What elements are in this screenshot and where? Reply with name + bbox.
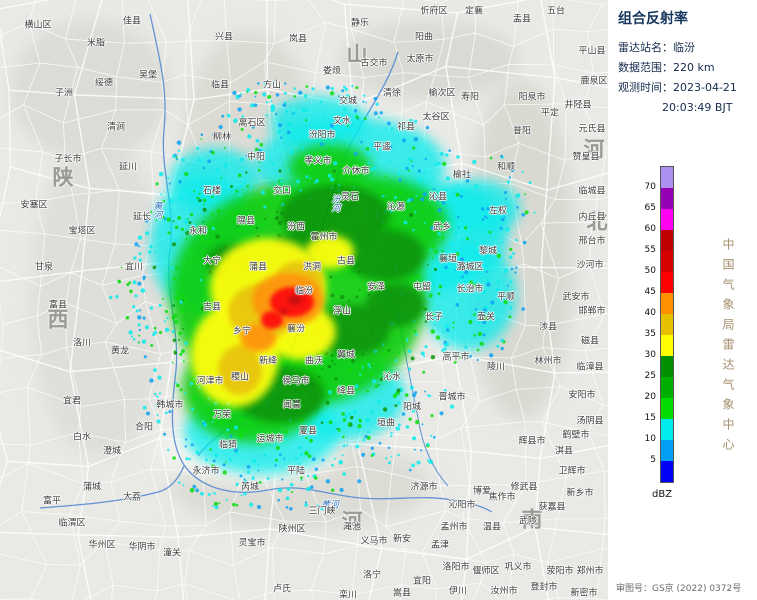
page-title: 组合反射率	[618, 11, 688, 27]
legend-color-cell	[661, 314, 673, 335]
radar-echo-layer	[109, 79, 536, 511]
radar-info: 雷达站名：临汾数据范围：220 km 观测时间：2023-04-21 20:03:4…	[618, 38, 737, 118]
legend-color-cell	[661, 209, 673, 230]
legend-tick: 35	[644, 329, 656, 339]
info-line: 20:03:49 BJT	[662, 101, 733, 114]
legend-tick: 40	[644, 308, 656, 318]
legend-tick: 60	[644, 224, 656, 234]
legend-tick: 15	[644, 413, 656, 423]
legend-color-cell	[661, 440, 673, 461]
legend-color-cell	[661, 461, 673, 482]
legend-tick: 25	[644, 371, 656, 381]
legend-color-cell	[661, 335, 673, 356]
legend-tick: 20	[644, 392, 656, 402]
legend-tick: 45	[644, 287, 656, 297]
legend-tick: 50	[644, 266, 656, 276]
legend-color-cell	[661, 167, 673, 188]
legend-color-cell	[661, 293, 673, 314]
radar-map-canvas	[0, 0, 608, 600]
info-line: 数据范围：220 km	[618, 61, 715, 74]
legend-tick: 5	[650, 455, 656, 465]
legend-tick: 10	[644, 434, 656, 444]
legend-tick: 30	[644, 350, 656, 360]
legend-colorbar	[660, 166, 674, 483]
watermark: 中国气象局雷达气象中心	[721, 238, 735, 458]
legend-color-cell	[661, 188, 673, 209]
info-line: 雷达站名：临汾	[618, 41, 695, 54]
legend-color-cell	[661, 230, 673, 251]
legend-tick: 70	[644, 182, 656, 192]
info-line: 观测时间：2023-04-21	[618, 81, 737, 94]
legend-color-cell	[661, 398, 673, 419]
legend-tick: 55	[644, 245, 656, 255]
radar-map: 陕西山河北河南黄河 汾河 黄河 横山区 米脂 佳县 绥德 吴堡 子洲 清涧 子长市 延川 安塞区 宝塔区延…	[0, 0, 608, 600]
info-panel: 组合反射率 雷达站名：临汾数据范围：220 km 观测时间：2023-04-21 2…	[608, 0, 757, 600]
legend-ticks: 70 65 60 55 50 45 40 35 30 25 20 15 10 5	[616, 166, 656, 481]
legend-tick: 65	[644, 203, 656, 213]
legend-color-cell	[661, 419, 673, 440]
legend-color-cell	[661, 377, 673, 398]
legend-color-cell	[661, 356, 673, 377]
map-approval-number: 审图号：GS京 (2022) 0372号	[616, 584, 742, 594]
legend-color-cell	[661, 272, 673, 293]
legend-color-cell	[661, 251, 673, 272]
legend-unit: dBZ	[652, 489, 673, 500]
